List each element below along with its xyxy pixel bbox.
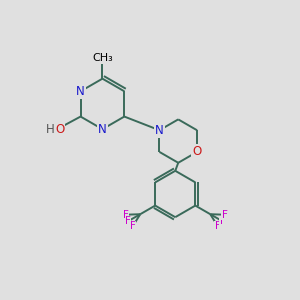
- Text: F: F: [125, 216, 131, 226]
- Text: H: H: [46, 123, 55, 136]
- Text: N: N: [155, 124, 164, 137]
- Text: O: O: [55, 123, 64, 136]
- Text: F: F: [215, 221, 221, 231]
- Text: N: N: [98, 123, 107, 136]
- Text: F: F: [222, 210, 227, 220]
- Text: O: O: [192, 146, 202, 158]
- Text: F: F: [130, 221, 136, 231]
- Text: F: F: [123, 210, 129, 220]
- Text: F: F: [220, 216, 226, 226]
- Text: CH₃: CH₃: [92, 53, 113, 63]
- Text: N: N: [76, 85, 85, 98]
